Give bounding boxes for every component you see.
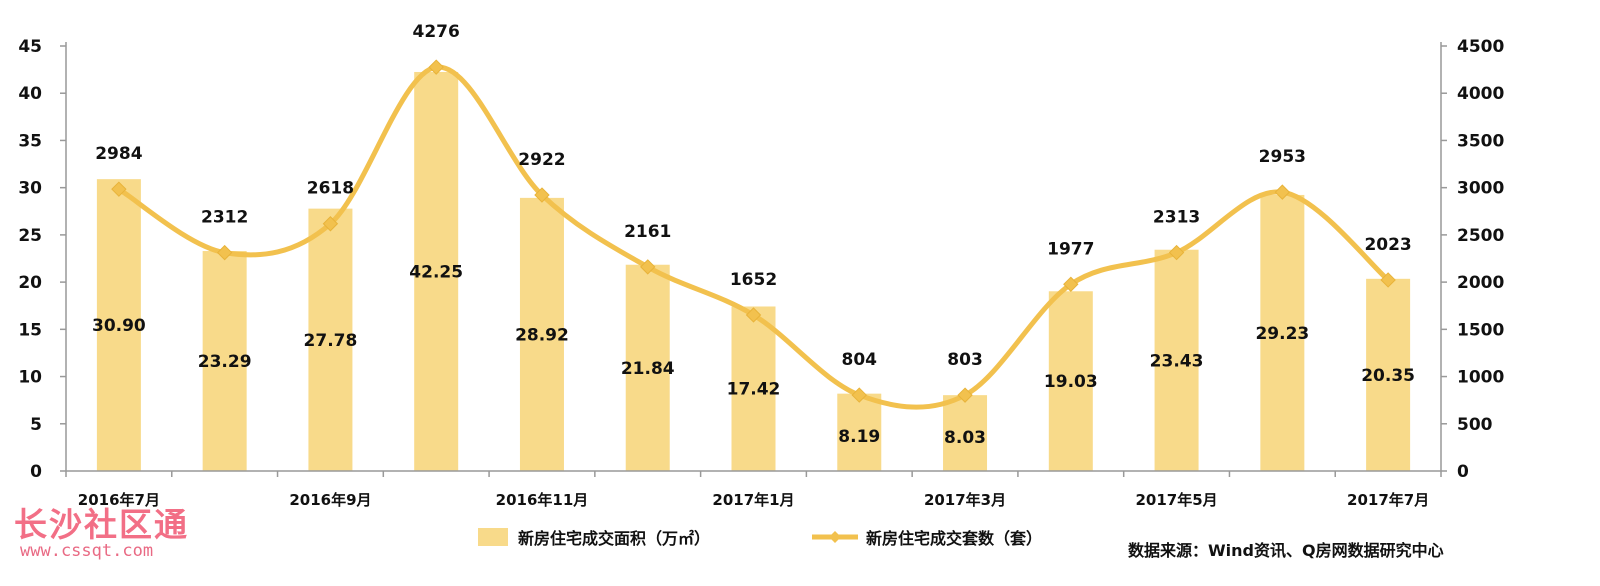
axes: 0 5 10 15 20 25 30 35 40 45 0 500 1000 1500 2000 2500 30…: [18, 37, 1504, 509]
legend-label-bar: 新房住宅成交面积（万㎡）: [518, 529, 710, 548]
bar-series: [96, 71, 1411, 471]
line-point: [640, 259, 656, 275]
data-labels: 2984 2312 2618 4276 2922 2161 1652 804 803 1977 23…: [92, 22, 1415, 448]
y-right-tick-label: 1000: [1457, 368, 1504, 388]
line-point: [1274, 184, 1291, 200]
line-point: [1168, 244, 1185, 261]
y-left-tick-label: 40: [18, 84, 42, 104]
bar: [1048, 291, 1093, 471]
y-right-tick-label: 2500: [1457, 226, 1504, 246]
line-data-label: 2922: [518, 150, 565, 170]
line-data-label: 2984: [95, 144, 142, 164]
bar: [837, 393, 882, 471]
bar-data-label: 8.19: [838, 427, 880, 447]
line-point: [216, 244, 233, 261]
y-left-tick-label: 10: [18, 368, 42, 388]
y-right-tick-label: 500: [1457, 415, 1493, 435]
bar-data-label: 19.03: [1044, 372, 1098, 392]
legend-label-line: 新房住宅成交套数（套）: [866, 529, 1042, 548]
bar-data-label: 23.29: [198, 352, 252, 372]
x-tick-label: 2017年5月: [1135, 491, 1217, 509]
line-data-label: 2953: [1259, 147, 1306, 167]
line-data-label: 803: [947, 350, 983, 370]
y-right-tick-label: 0: [1457, 462, 1469, 482]
line-point: [745, 307, 762, 323]
source-note: 数据来源：Wind资讯、Q房网数据研究中心: [1128, 541, 1444, 560]
line-data-label: 2161: [624, 222, 671, 242]
line-data-label: 804: [842, 350, 878, 370]
y-right-tick-label: 3000: [1457, 179, 1504, 199]
bar-data-label: 28.92: [515, 325, 569, 345]
y-right-tick-label: 1500: [1457, 320, 1504, 340]
line-data-label: 2313: [1153, 208, 1200, 228]
line-data-label: 1652: [730, 270, 777, 290]
line-data-label: 4276: [413, 22, 460, 42]
bar-data-label: 23.43: [1150, 351, 1204, 371]
y-right-tick-label: 2000: [1457, 273, 1504, 293]
x-tick-label: 2017年1月: [712, 491, 794, 509]
legend: 新房住宅成交面积（万㎡） 新房住宅成交套数（套）: [478, 528, 1042, 548]
bar: [96, 179, 141, 471]
line-data-label: 2023: [1364, 235, 1411, 255]
bar: [414, 71, 459, 471]
line-point: [1380, 272, 1396, 288]
line-point: [111, 181, 127, 197]
y-right-tick-label: 3500: [1457, 131, 1504, 151]
watermark-url: www.cssqt.com: [20, 541, 153, 561]
bar: [1366, 278, 1411, 471]
line-data-label: 2618: [307, 179, 354, 199]
bar: [519, 197, 564, 471]
bar-data-label: 17.42: [727, 380, 781, 400]
bar-data-label: 21.84: [621, 359, 675, 379]
bar: [943, 395, 988, 471]
line-data-label: 2312: [201, 208, 248, 228]
line-point: [534, 187, 550, 203]
line-point: [428, 59, 444, 75]
watermark-title: 长沙社区通: [14, 505, 189, 544]
y-left-tick-label: 0: [30, 462, 42, 482]
y-right-tick-label: 4500: [1457, 37, 1504, 57]
y-left-tick-label: 20: [18, 273, 42, 293]
bar: [625, 264, 670, 471]
bar: [731, 306, 776, 471]
y-right-tick-label: 4000: [1457, 84, 1504, 104]
bar: [1260, 194, 1305, 471]
line-series: [111, 59, 1396, 410]
bar: [1154, 249, 1199, 471]
line-point: [1063, 276, 1079, 292]
bar-data-label: 27.78: [304, 331, 358, 351]
y-left-tick-label: 15: [18, 320, 42, 340]
line-data-label: 1977: [1047, 239, 1094, 259]
y-left-tick-label: 45: [18, 37, 42, 57]
bar-data-label: 29.23: [1255, 324, 1309, 344]
y-left-tick-label: 5: [30, 415, 42, 435]
bar: [202, 251, 247, 471]
x-tick-label: 2016年11月: [496, 491, 589, 509]
watermark: 长沙社区通 www.cssqt.com: [14, 505, 189, 561]
x-tick-label: 2017年3月: [924, 491, 1006, 509]
legend-swatch-bar: [478, 528, 508, 546]
y-left-tick-label: 25: [18, 226, 42, 246]
y-left-tick-label: 35: [18, 131, 42, 151]
x-tick-label: 2016年9月: [289, 491, 371, 509]
line-point: [851, 387, 867, 403]
bar-data-label: 30.90: [92, 316, 146, 336]
line-point: [322, 216, 339, 232]
y-left-tick-label: 30: [18, 179, 42, 199]
bar-data-label: 20.35: [1361, 366, 1415, 386]
legend-swatch-marker: [829, 531, 841, 543]
bar: [308, 208, 353, 471]
line-point: [957, 387, 973, 403]
x-tick-label: 2016年7月: [78, 491, 160, 509]
bar-data-label: 8.03: [944, 428, 986, 448]
bar-data-label: 42.25: [409, 262, 463, 282]
x-tick-label: 2017年7月: [1347, 491, 1429, 509]
